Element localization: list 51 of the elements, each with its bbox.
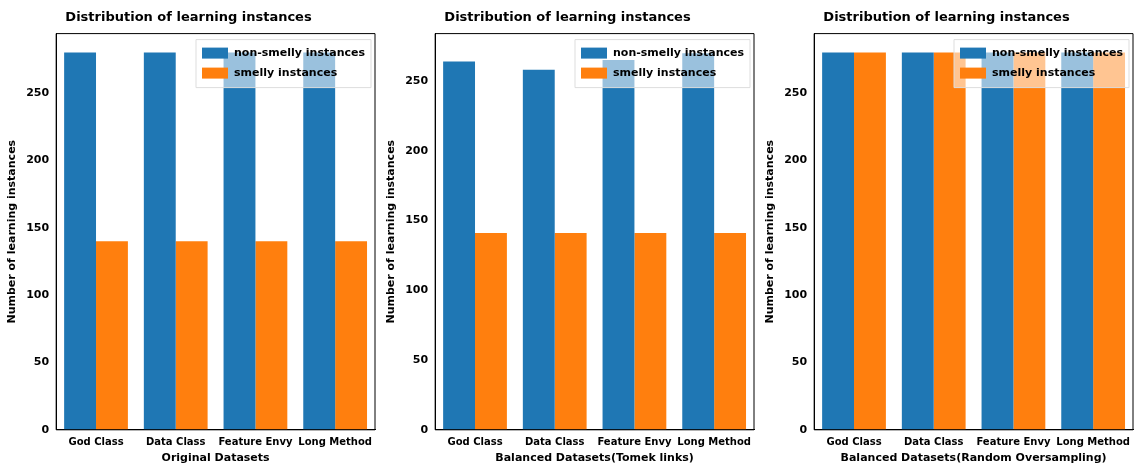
y-tick-label: 150: [26, 220, 50, 234]
x-tick-label: Feature Envy: [976, 436, 1051, 448]
x-tick-label: Long Method: [1056, 436, 1130, 448]
x-tick-label: God Class: [826, 436, 882, 448]
y-tick-label: 50: [33, 355, 50, 369]
legend-label: non-smelly instances: [613, 46, 745, 60]
chart-title: Distribution of learning instances: [823, 9, 1070, 25]
y-tick-label: 0: [799, 422, 808, 436]
y-tick-label: 100: [405, 283, 429, 297]
y-tick-label: 50: [791, 355, 808, 369]
y-tick-label: 200: [26, 153, 50, 167]
y-tick-label: 100: [784, 287, 808, 301]
x-tick-label: Data Class: [903, 436, 964, 448]
bar: [443, 61, 476, 430]
y-axis-title: Number of learning instances: [5, 139, 19, 324]
x-tick-label: God Class: [68, 436, 124, 448]
legend-label: non-smelly instances: [992, 46, 1124, 60]
y-tick-label: 0: [420, 422, 429, 436]
x-tick-label: Long Method: [677, 436, 751, 448]
x-tick-label: Feature Envy: [597, 436, 672, 448]
y-tick-label: 150: [784, 220, 808, 234]
y-tick-label: 50: [412, 352, 429, 366]
legend-label: smelly instances: [992, 66, 1096, 80]
bar: [475, 233, 507, 430]
x-axis-title: Balanced Datasets(Random Oversampling): [840, 451, 1107, 465]
x-tick-label: Data Class: [145, 436, 206, 448]
y-axis-title: Number of learning instances: [384, 139, 398, 324]
bar: [554, 233, 587, 430]
bar: [714, 233, 747, 430]
chart-title: Distribution of learning instances: [444, 9, 691, 25]
y-tick-label: 250: [784, 85, 808, 99]
y-tick-label: 250: [26, 85, 50, 99]
y-tick-label: 250: [405, 73, 429, 87]
x-axis-title: Original Datasets: [161, 451, 271, 465]
bar: [522, 69, 555, 430]
chart-title: Distribution of learning instances: [65, 9, 312, 25]
y-tick-label: 200: [784, 153, 808, 167]
x-tick-label: Feature Envy: [218, 436, 293, 448]
x-tick-label: God Class: [447, 436, 503, 448]
legend-label: smelly instances: [234, 66, 338, 80]
legend-label: non-smelly instances: [234, 46, 366, 60]
x-axis-title: Balanced Datasets(Tomek links): [495, 451, 694, 465]
y-tick-label: 200: [405, 143, 429, 157]
legend-label: smelly instances: [613, 66, 717, 80]
x-tick-label: Long Method: [298, 436, 372, 448]
y-tick-label: 0: [41, 422, 50, 436]
y-axis-title: Number of learning instances: [763, 139, 777, 324]
y-tick-label: 150: [405, 213, 429, 227]
y-tick-label: 100: [26, 287, 50, 301]
bar: [634, 233, 667, 430]
x-tick-label: Data Class: [524, 436, 585, 448]
